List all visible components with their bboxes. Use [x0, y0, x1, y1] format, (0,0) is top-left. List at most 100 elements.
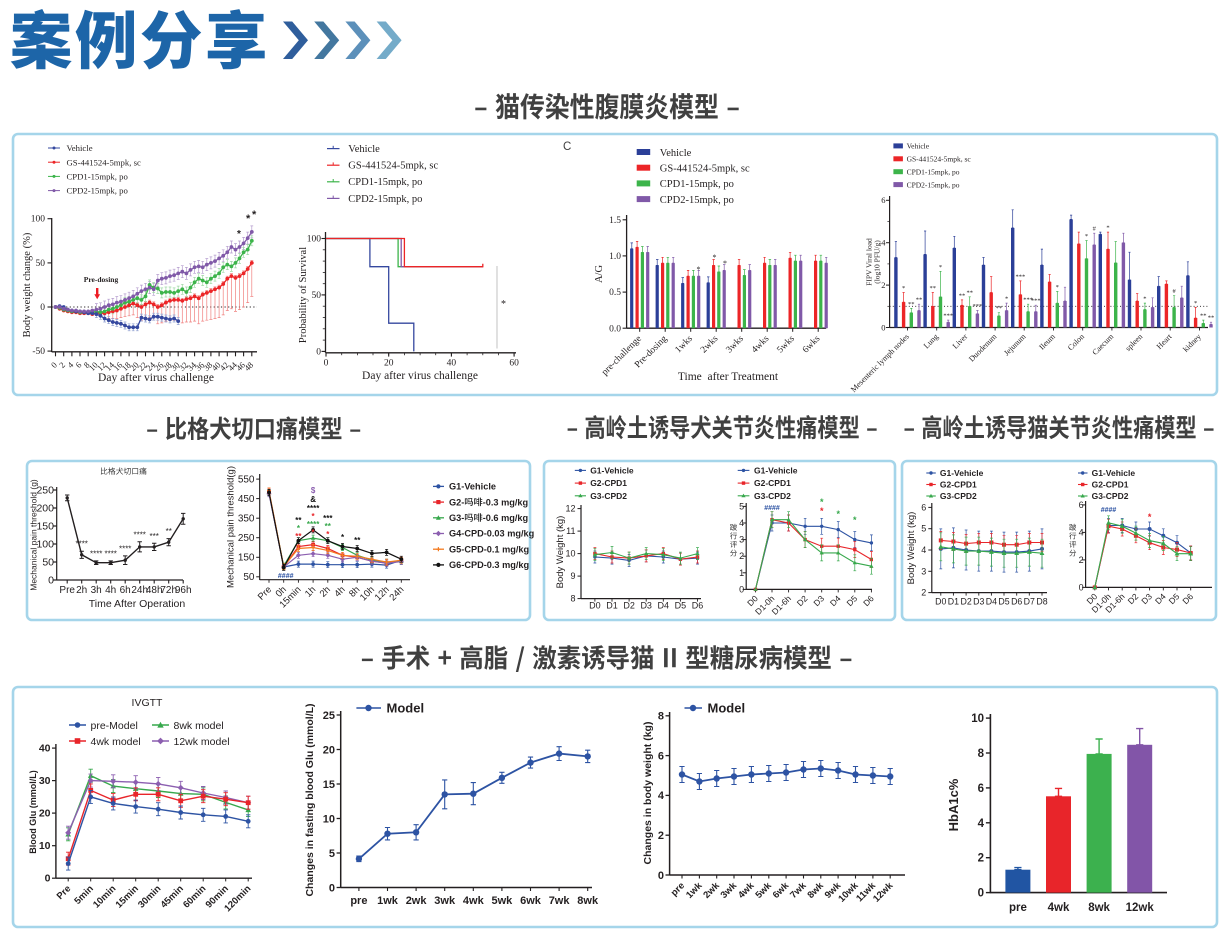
svg-text:pre: pre	[350, 895, 367, 907]
svg-text:C: C	[563, 141, 571, 153]
svg-text:9: 9	[570, 571, 575, 581]
svg-text:CPD2-15mpk, po: CPD2-15mpk, po	[907, 180, 960, 189]
svg-text:0: 0	[49, 360, 59, 370]
svg-text:-0.6 mg/kg: -0.6 mg/kg	[483, 513, 528, 523]
svg-text:(log10 PFU/g): (log10 PFU/g)	[873, 240, 882, 284]
svg-text:50: 50	[243, 572, 255, 583]
svg-text:2: 2	[57, 360, 67, 370]
svg-text:1.5: 1.5	[609, 216, 621, 226]
svg-text:250: 250	[238, 533, 255, 544]
svg-text:CPD1-15mpk, po: CPD1-15mpk, po	[907, 167, 960, 176]
svg-text:*: *	[246, 213, 251, 225]
svg-text:Probability of Survival: Probability of Survival	[298, 247, 309, 343]
svg-text:D3: D3	[640, 601, 652, 611]
svg-text:****: ****	[90, 549, 102, 558]
svg-text:GS-441524-5mpk, sc: GS-441524-5mpk, sc	[660, 164, 750, 175]
svg-text:*: *	[1005, 296, 1008, 303]
svg-text:4: 4	[739, 518, 744, 528]
svg-text:D3: D3	[973, 597, 984, 607]
svg-text:3: 3	[739, 535, 744, 545]
svg-text:G2-CPD1: G2-CPD1	[1092, 480, 1129, 490]
svg-text:0: 0	[739, 584, 744, 594]
svg-text:12: 12	[565, 504, 575, 514]
svg-text:8wk model: 8wk model	[174, 720, 224, 732]
svg-text:pre-Model: pre-Model	[91, 720, 138, 732]
svg-text:G2-: G2-	[449, 497, 464, 507]
svg-text:Mechanical pain threshold(g): Mechanical pain threshold(g)	[226, 466, 237, 588]
svg-text:Changes in body weight (kg): Changes in body weight (kg)	[642, 722, 654, 865]
svg-text:8: 8	[658, 711, 664, 723]
svg-text:****: ****	[307, 504, 320, 513]
svg-text:5wk: 5wk	[492, 895, 514, 907]
svg-text:####: ####	[278, 573, 294, 580]
svg-text:***: ***	[150, 532, 159, 541]
svg-text:40: 40	[447, 359, 457, 369]
svg-text:5: 5	[329, 848, 335, 860]
svg-text:0: 0	[329, 882, 335, 894]
svg-text:D7: D7	[1024, 597, 1035, 607]
svg-text:*: *	[1143, 296, 1146, 303]
svg-text:4: 4	[978, 818, 985, 830]
svg-text:*: *	[820, 506, 824, 516]
svg-text:**: **	[295, 516, 302, 525]
svg-text:G5-CPD-0.1 mg/kg: G5-CPD-0.1 mg/kg	[449, 544, 529, 554]
svg-text:0: 0	[40, 303, 45, 313]
svg-text:G3-CPD2: G3-CPD2	[754, 491, 791, 501]
svg-text:6: 6	[73, 360, 83, 370]
svg-text:10: 10	[323, 813, 335, 825]
svg-text:HbA1c%: HbA1c%	[946, 778, 961, 831]
svg-text:8wk: 8wk	[577, 895, 599, 907]
svg-text:0.5: 0.5	[609, 288, 621, 298]
svg-text:-0.3 mg/kg: -0.3 mg/kg	[483, 497, 528, 507]
svg-text:550: 550	[238, 474, 255, 485]
svg-text:20: 20	[39, 808, 51, 820]
svg-text:0: 0	[1079, 582, 1084, 592]
svg-text:*: *	[1106, 225, 1109, 232]
svg-text:**: **	[916, 297, 923, 304]
svg-text:*: *	[820, 497, 824, 507]
svg-text:4: 4	[1079, 527, 1084, 537]
svg-text:D5: D5	[998, 597, 1009, 607]
svg-text:2: 2	[881, 280, 885, 290]
svg-text:D4: D4	[986, 597, 997, 607]
svg-text:GS-441524-5mpk, sc: GS-441524-5mpk, sc	[907, 155, 972, 164]
svg-text:*: *	[237, 229, 241, 240]
svg-text:Body Weight (kg): Body Weight (kg)	[555, 516, 566, 589]
svg-text:10: 10	[971, 713, 984, 725]
svg-text:40: 40	[39, 743, 51, 755]
svg-text:6: 6	[1079, 500, 1084, 510]
svg-text:####: ####	[1101, 507, 1117, 514]
svg-text:100: 100	[31, 215, 46, 225]
svg-text:G3-: G3-	[449, 513, 464, 523]
svg-text:G3-CPD2: G3-CPD2	[940, 491, 977, 501]
svg-text:50: 50	[312, 291, 322, 301]
svg-text:*: *	[1148, 512, 1152, 522]
svg-text:0: 0	[658, 870, 664, 882]
svg-text:6h: 6h	[120, 585, 131, 596]
svg-text:Vehicle: Vehicle	[660, 148, 692, 159]
svg-text:#: #	[1093, 226, 1097, 233]
svg-text:450: 450	[238, 494, 255, 505]
svg-text:Body Weight (kg): Body Weight (kg)	[906, 512, 917, 585]
svg-text:CPD2-15mpk, po: CPD2-15mpk, po	[67, 186, 129, 196]
svg-text:48h: 48h	[146, 585, 163, 596]
svg-text:CPD1-15mpk, po: CPD1-15mpk, po	[348, 177, 422, 188]
svg-text:D4: D4	[658, 601, 670, 611]
svg-text:*: *	[252, 209, 257, 221]
svg-text:*: *	[326, 530, 330, 539]
svg-text:250: 250	[36, 485, 54, 497]
svg-text:Day after virus challenge: Day after virus challenge	[98, 372, 214, 384]
svg-text:*: *	[312, 528, 316, 537]
svg-text:*: *	[297, 524, 301, 533]
svg-text:12wk: 12wk	[1126, 902, 1155, 914]
svg-text:GS-441524-5mpk, sc: GS-441524-5mpk, sc	[348, 161, 438, 172]
svg-text:72h: 72h	[160, 585, 177, 596]
svg-text:8: 8	[978, 748, 985, 760]
svg-text:50: 50	[36, 259, 46, 269]
svg-text:D2: D2	[960, 597, 971, 607]
svg-text:150: 150	[36, 521, 54, 533]
svg-text:*: *	[836, 509, 840, 519]
svg-text:**: **	[959, 292, 966, 299]
svg-text:3h: 3h	[91, 585, 102, 596]
svg-text:2: 2	[921, 588, 926, 598]
